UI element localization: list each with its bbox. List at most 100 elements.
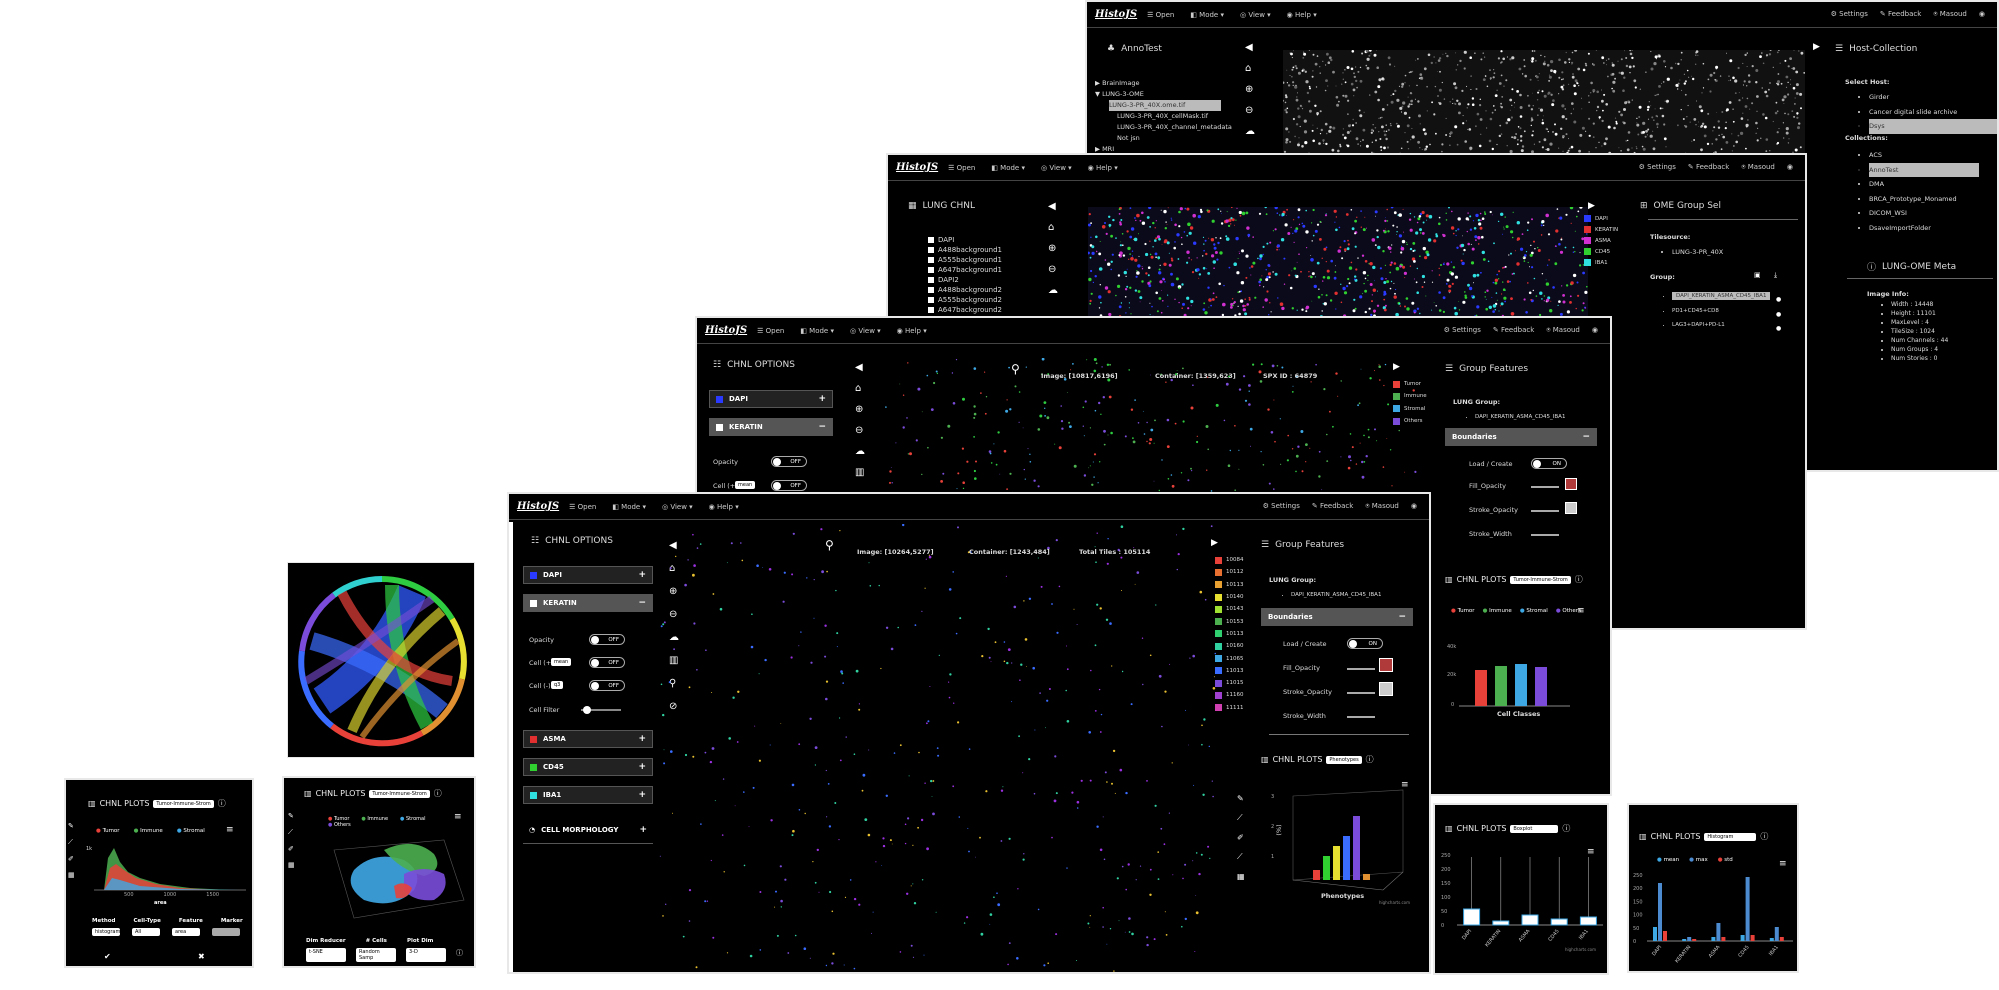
zoom-out-icon[interactable]: ⊖ <box>855 425 865 436</box>
group-item[interactable]: DAPI_KERATIN_ASMA_CD45_IBA1 <box>1291 588 1381 603</box>
grayscale-tissue-view[interactable] <box>1283 50 1805 154</box>
open-menu[interactable]: ☰ Open <box>1147 11 1174 19</box>
user-link[interactable]: ⍟ Masoud <box>1546 326 1580 335</box>
host-item[interactable]: Dsys <box>1869 119 1999 134</box>
feedback-link[interactable]: ✎ Feedback <box>1880 10 1921 19</box>
collection-item[interactable]: DICOM_WSI <box>1869 206 1979 221</box>
opacity-toggle[interactable]: OFF <box>771 456 807 467</box>
color-swatch[interactable] <box>530 764 537 771</box>
plot-type-select[interactable]: Phenotypes <box>1326 756 1361 764</box>
num-cells-select[interactable]: Random Samp <box>356 948 396 962</box>
fill-color-picker[interactable] <box>1379 658 1393 672</box>
mode-menu[interactable]: ◧ Mode ▾ <box>1190 11 1224 19</box>
color-swatch[interactable] <box>716 396 723 403</box>
info-icon[interactable]: ⓘ <box>1562 823 1570 834</box>
cell-minus-select[interactable]: q3 <box>551 681 563 689</box>
edit-icon[interactable]: ✎ <box>68 822 75 830</box>
load-create-toggle[interactable]: ON <box>1531 458 1567 469</box>
help-menu[interactable]: ◉ Help ▾ <box>1088 164 1118 172</box>
github-icon[interactable]: ◉ <box>1411 502 1417 511</box>
home-icon[interactable]: ⌂ <box>855 383 865 394</box>
stroke-color-picker[interactable] <box>1379 682 1393 696</box>
download-icon[interactable]: ⤓ <box>1774 271 1777 280</box>
color-swatch[interactable] <box>530 792 537 799</box>
info-icon[interactable]: ⓘ <box>218 798 226 809</box>
group-item[interactable]: DAPI_KERATIN_ASMA_CD45_IBA1 <box>1475 410 1565 425</box>
brush-icon[interactable]: ✐ <box>288 845 295 853</box>
tree-item[interactable]: ▼ LUNG-3-OME <box>1095 89 1232 100</box>
view-menu[interactable]: ◎ View ▾ <box>850 327 881 335</box>
settings-link[interactable]: ⚙ Settings <box>1831 10 1868 19</box>
host-item[interactable]: Cancer digital slide archive <box>1869 105 1999 120</box>
mode-menu[interactable]: ◧ Mode ▾ <box>612 503 646 511</box>
collection-item[interactable]: DMA <box>1869 177 1979 192</box>
boundaries-bar[interactable]: Boundaries − <box>1261 608 1413 626</box>
tree-item[interactable]: LUNG-3-PR_40X_channel_metadata <box>1117 122 1232 133</box>
cell-minus-toggle[interactable]: OFF <box>589 680 625 691</box>
expand-icon[interactable]: + <box>639 825 647 835</box>
plot-type-select[interactable]: Tumor-Immune-Strom <box>369 790 429 798</box>
zoom-out-icon[interactable]: ⊖ <box>1048 264 1058 275</box>
line-chart-icon[interactable]: ⟋ <box>1237 813 1245 823</box>
channel-bar-keratin[interactable]: KERATIN − <box>709 418 833 436</box>
cell-type-select[interactable]: All <box>132 928 160 936</box>
tree-item[interactable]: LUNG-3-PR_40X_cellMask.tif <box>1117 111 1232 122</box>
opacity-toggle[interactable]: OFF <box>589 634 625 645</box>
fill-color-picker[interactable] <box>1565 478 1577 490</box>
grid-icon[interactable]: ▦ <box>68 871 75 879</box>
cell-plus-select[interactable]: mean <box>735 481 755 489</box>
menu-icon[interactable]: ≡ <box>454 812 462 822</box>
menu-icon[interactable]: ≡ <box>1577 606 1585 616</box>
info-icon[interactable]: ⓘ <box>456 948 463 962</box>
github-icon[interactable]: ◉ <box>1592 326 1598 335</box>
location-pin-icon[interactable]: ⚲ <box>825 538 834 552</box>
chart-icon[interactable]: ▥ <box>855 467 865 478</box>
collection-item[interactable]: BRCA_Prototype_Monamed <box>1869 192 1979 207</box>
channel-bar-cd45[interactable]: CD45 + <box>523 758 653 776</box>
tilesource-item[interactable]: LUNG-3-PR_40X <box>1672 245 1723 260</box>
help-menu[interactable]: ◉ Help ▾ <box>897 327 927 335</box>
collection-item[interactable]: ACS <box>1869 148 1979 163</box>
grid-icon[interactable]: ▦ <box>288 861 295 869</box>
feedback-link[interactable]: ✎ Feedback <box>1312 502 1353 511</box>
save-icon[interactable]: ▣ <box>1754 271 1761 279</box>
zoom-in-icon[interactable]: ⊕ <box>1245 84 1255 95</box>
stroke-opacity-slider[interactable] <box>1347 692 1375 694</box>
load-create-toggle[interactable]: ON <box>1347 638 1383 649</box>
mode-menu[interactable]: ◧ Mode ▾ <box>991 164 1025 172</box>
feedback-link[interactable]: ✎ Feedback <box>1688 163 1729 172</box>
github-icon[interactable]: ◉ <box>1787 163 1793 172</box>
zoom-in-icon[interactable]: ⊕ <box>1048 243 1058 254</box>
tree-item[interactable]: LUNG-3-PR_40X.ome.tif <box>1109 100 1221 111</box>
channel-bar-dapi[interactable]: DAPI + <box>523 566 653 584</box>
info-icon[interactable]: ⓘ <box>1366 754 1374 765</box>
cloud-icon[interactable]: ☁ <box>1048 285 1058 296</box>
boundaries-bar[interactable]: Boundaries − <box>1445 428 1597 446</box>
mode-menu[interactable]: ◧ Mode ▾ <box>800 327 834 335</box>
expand-icon[interactable]: + <box>818 394 826 404</box>
remove-icon[interactable]: ● <box>1776 322 1781 337</box>
collection-item[interactable]: DsaveImportFolder <box>1869 221 1979 236</box>
apply-icon[interactable]: ✔ <box>104 952 111 961</box>
help-menu[interactable]: ◉ Help ▾ <box>1287 11 1317 19</box>
color-swatch[interactable] <box>716 424 723 431</box>
info-icon[interactable]: ⓘ <box>1575 574 1583 585</box>
stroke-opacity-slider[interactable] <box>1531 510 1559 512</box>
cell-phenotype-view[interactable] <box>659 524 1219 972</box>
fill-opacity-slider[interactable] <box>1531 486 1559 488</box>
line-chart-icon[interactable]: ⟋ <box>288 828 295 837</box>
stroke-color-picker[interactable] <box>1565 502 1577 514</box>
user-link[interactable]: ⍟ Masoud <box>1741 163 1775 172</box>
settings-link[interactable]: ⚙ Settings <box>1263 502 1300 511</box>
cell-morphology-bar[interactable]: ◔ CELL MORPHOLOGY + <box>523 816 653 844</box>
collapse-right-icon[interactable]: ▶ <box>1393 362 1400 372</box>
view-menu[interactable]: ◎ View ▾ <box>1041 164 1072 172</box>
brush-icon[interactable]: ✐ <box>1237 833 1245 842</box>
tree-item[interactable]: Not jsn <box>1117 133 1232 144</box>
color-swatch[interactable] <box>530 736 537 743</box>
info-icon[interactable]: ⓘ <box>434 788 442 799</box>
collapse-icon[interactable]: − <box>638 598 646 608</box>
open-menu[interactable]: ☰ Open <box>757 327 784 335</box>
info-icon[interactable]: ⓘ <box>1760 831 1768 842</box>
zoom-out-icon[interactable]: ⊖ <box>1245 105 1255 116</box>
